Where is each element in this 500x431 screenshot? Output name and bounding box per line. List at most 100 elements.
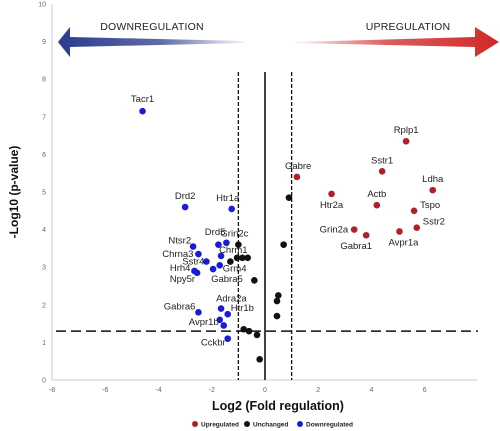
point-label: Chrna3: [162, 249, 193, 260]
downregulated-point: [223, 239, 230, 247]
point-labels: Rplp1 Sstr1 Ldha Gabre Htr2a Actb Tspo Grin2a Ss…: [131, 94, 445, 348]
downregulated-point: [139, 107, 146, 115]
downregulated-point: [209, 265, 217, 273]
point-label: Chrm1: [219, 245, 248, 256]
point-label: Sstr2: [423, 217, 445, 228]
y-tick-label: 4: [42, 227, 46, 234]
x-tick-label: -4: [155, 387, 161, 394]
downregulated-point: [181, 203, 189, 211]
y-tick-label: 2: [42, 302, 46, 309]
point-label: Grin2a: [320, 225, 349, 236]
downregulated-point: [193, 269, 201, 277]
legend-swatch: [244, 421, 250, 427]
downregulation-label: DOWNREGULATION: [100, 21, 204, 33]
upregulated-point: [362, 231, 370, 239]
point-label: Gabra5: [211, 274, 243, 285]
point-label: Drd2: [175, 191, 196, 202]
upregulated-point: [410, 207, 418, 215]
unchanged-point: [253, 331, 261, 339]
point-label: Actb: [367, 189, 386, 200]
legend-swatch: [192, 421, 198, 427]
y-tick-label: 7: [42, 114, 46, 121]
unchanged-point: [256, 356, 263, 363]
x-tick-label: 4: [370, 387, 374, 394]
point-label: Drd5: [205, 227, 226, 238]
unchanged-point: [273, 297, 281, 305]
y-axis-title: -Log10 (p-value): [7, 146, 21, 239]
unchanged-point: [251, 277, 258, 284]
unchanged-point: [240, 325, 247, 333]
legend-label: Upregulated: [201, 421, 239, 428]
point-label: Hrh4: [170, 263, 191, 274]
y-tick-label: 6: [42, 152, 46, 159]
point-label: Tacr1: [131, 94, 154, 105]
upregulated-point: [293, 173, 301, 181]
point-label: Avpr1b: [189, 317, 219, 328]
unchanged-point: [280, 241, 287, 248]
downregulated-point: [217, 305, 225, 312]
upregulated-point: [396, 228, 403, 235]
upregulated-point: [402, 137, 410, 145]
point-label: Tspo: [420, 200, 440, 211]
downregulated-point: [215, 241, 222, 248]
downregulated-point: [217, 252, 225, 260]
unchanged-point: [245, 327, 253, 335]
unchanged-point: [227, 258, 234, 265]
point-label: Gabra1: [340, 241, 372, 252]
point-label: Htr1a: [216, 193, 240, 204]
upregulation-label: UPREGULATION: [366, 21, 450, 33]
y-tick-label: 0: [42, 378, 46, 385]
unchanged-point: [233, 254, 241, 262]
point-label: Ntsr2: [168, 236, 191, 247]
upregulated-point: [350, 226, 358, 233]
point-label: Rplp1: [394, 125, 419, 136]
x-tick-label: 6: [423, 387, 427, 394]
y-tick-label: 3: [42, 265, 46, 272]
downregulated-point: [228, 205, 236, 213]
legend-swatch: [297, 421, 303, 427]
downregulated-point: [195, 250, 202, 258]
downregulation-arrow: [58, 27, 245, 57]
downregulated-point: [195, 309, 202, 316]
unchanged-point: [275, 292, 282, 299]
x-tick-label: -2: [209, 387, 215, 394]
x-tick-label: -8: [49, 387, 55, 394]
data-points: [139, 107, 437, 363]
downregulated-point: [216, 316, 224, 324]
unchanged-point: [273, 312, 281, 320]
point-label: Sstr4: [182, 257, 204, 268]
upregulated-point: [429, 186, 437, 194]
point-label: Grin2c: [220, 229, 248, 240]
x-tick-label: -6: [102, 387, 108, 394]
point-label: Sstr1: [371, 155, 393, 166]
y-tick-label: 9: [42, 39, 46, 46]
upregulated-point: [413, 224, 421, 232]
upregulated-point: [328, 190, 335, 198]
point-label: Adra2a: [216, 294, 247, 305]
point-label: Cckbr: [201, 338, 226, 349]
upregulated-point: [373, 201, 381, 209]
unchanged-point: [285, 194, 293, 201]
unchanged-point: [235, 241, 242, 248]
point-label: Avpr1a: [388, 237, 419, 248]
unchanged-point: [239, 254, 246, 262]
point-label: Grm4: [223, 263, 247, 274]
x-tick-label: 0: [263, 387, 267, 394]
point-label: Htr2a: [320, 200, 344, 211]
downregulated-point: [224, 335, 232, 342]
x-axis-title: Log2 (Fold regulation): [212, 399, 344, 413]
y-tick-label: 1: [42, 340, 46, 347]
legend: Upregulated Unchanged Downregulated: [192, 421, 353, 428]
point-label: Gabra6: [164, 301, 196, 312]
y-tick-label: 8: [42, 77, 46, 84]
legend-label: Downregulated: [306, 421, 353, 428]
upregulated-point: [378, 168, 386, 175]
point-label: Gabre: [285, 161, 311, 172]
arrows-layer: DOWNREGULATION UPREGULATION: [58, 21, 499, 57]
downregulated-point: [224, 310, 232, 318]
x-tick-label: 2: [316, 387, 320, 394]
downregulated-point: [203, 258, 210, 265]
downregulated-point: [220, 322, 228, 329]
point-label: Ldha: [422, 174, 444, 185]
